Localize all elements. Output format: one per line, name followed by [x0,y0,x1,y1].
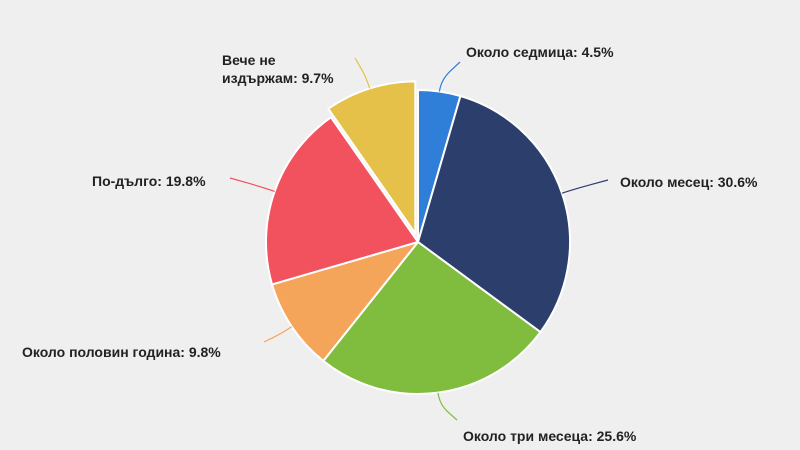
slice-label-1: Около месец: 30.6% [620,174,758,190]
slice-label-0: Около седмица: 4.5% [466,44,614,60]
connector-line-0 [438,61,461,92]
connector-line-4 [229,177,275,192]
connector-line-5 [354,57,371,89]
slice-label-5: Вече не издържам: 9.7% [222,52,334,86]
pie-slice-5[interactable] [327,80,417,235]
pie-slice-1[interactable] [417,95,571,334]
connector-line-2 [437,392,458,421]
connector-line-3 [263,326,293,343]
slice-label-4: По-дълго: 19.8% [92,173,206,189]
pie-slice-4[interactable] [265,116,419,286]
pie-slice-2[interactable] [322,241,542,395]
connector-line-1 [561,179,609,194]
slice-label-2: Около три месеца: 25.6% [463,428,637,444]
slice-label-3: Около половин година: 9.8% [22,344,221,360]
